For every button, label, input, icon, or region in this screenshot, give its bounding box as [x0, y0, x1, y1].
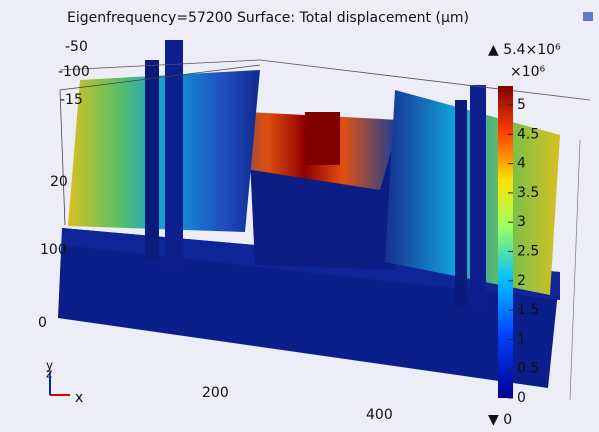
- triad-y: y: [46, 359, 53, 373]
- triad: x y z: [46, 359, 83, 407]
- colorbar-tick-label: 5: [517, 97, 526, 113]
- colorbar: ▲ 5.4×10⁶ ×10⁶ ▼ 0 5 4.5 4 3.5 3 2.5 2 1.5 1 0.5 0: [488, 42, 561, 428]
- colorbar-tick-label: 1: [517, 331, 526, 347]
- axis-label: 20: [50, 174, 68, 190]
- axis-label: 400: [366, 407, 393, 423]
- axis-label: 200: [202, 385, 229, 401]
- triad-z: z: [46, 367, 52, 381]
- window-icon: [583, 12, 593, 21]
- model: [58, 40, 591, 401]
- colorbar-multiplier: ×10⁶: [510, 64, 546, 80]
- plot-title: Eigenfrequency=57200 Surface: Total disp…: [67, 10, 469, 26]
- colorbar-tick-label: 3.5: [517, 185, 539, 201]
- axis-label: -100: [58, 64, 90, 80]
- colorbar-tick-label: 0: [517, 390, 526, 406]
- axis-label: 0: [38, 315, 47, 331]
- colorbar-min: ▼ 0: [488, 412, 512, 428]
- colorbar-tick-label: 4: [517, 156, 526, 172]
- colorbar-tick-label: 0.5: [517, 361, 539, 377]
- colorbar-max: ▲ 5.4×10⁶: [488, 42, 561, 58]
- axis-label: 100: [40, 242, 67, 258]
- colorbar-tick-label: 3: [517, 214, 526, 230]
- colorbar-tick-label: 2.5: [517, 244, 539, 260]
- colorbar-gradient: [498, 86, 513, 398]
- triad-x: x: [75, 390, 83, 406]
- colorbar-tick-label: 2: [517, 273, 526, 289]
- axis-labels: -50 -100 -15 20 100 0 200 400: [38, 39, 393, 423]
- axis-label: -15: [60, 92, 83, 108]
- colorbar-tick-label: 4.5: [517, 126, 539, 142]
- colorbar-tick-label: 1.5: [517, 302, 539, 318]
- axis-label: -50: [65, 39, 88, 55]
